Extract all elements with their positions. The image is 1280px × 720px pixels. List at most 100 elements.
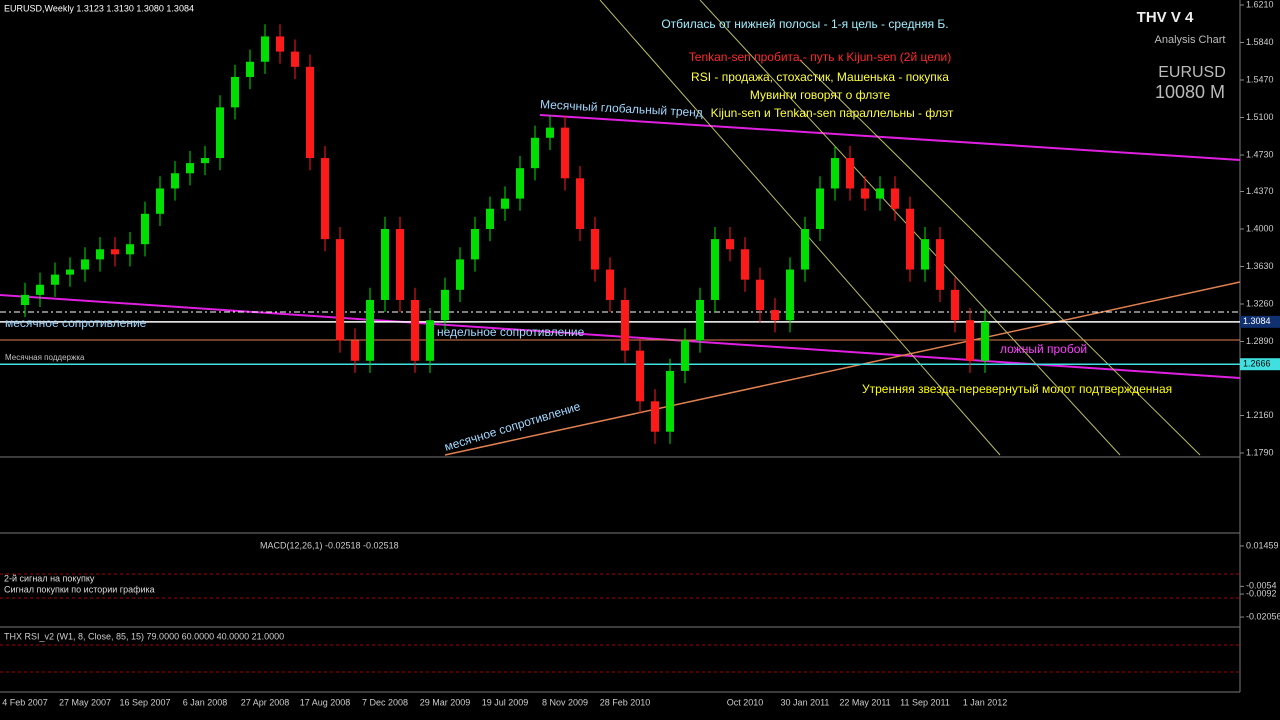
candle-body [831, 158, 839, 189]
candle-body [771, 310, 779, 321]
candle-body [621, 299, 629, 351]
candle-body [726, 239, 734, 250]
macd-tick-label: -0.0092 [1246, 588, 1277, 598]
y-tick-label: 1.1790 [1246, 447, 1274, 457]
y-tick-label: 1.5840 [1246, 37, 1274, 47]
annotation: Отбилась от нижней полосы - 1-я цель - с… [661, 17, 948, 31]
annotation: Утренняя звезда-перевернутый молот подтв… [862, 382, 1172, 396]
annotation: месячное сопротивление [5, 316, 147, 330]
candle-body [696, 299, 704, 341]
candle-body [936, 239, 944, 290]
candle-body [816, 188, 824, 229]
candle-body [381, 229, 389, 300]
macd-note: 2-й сигнал на покупку [4, 573, 95, 583]
x-tick-label: 1 Jan 2012 [963, 697, 1008, 707]
period: 10080 M [1155, 82, 1225, 102]
candle-body [546, 127, 554, 138]
candle-body [861, 188, 869, 199]
candle-body [81, 259, 89, 270]
candle-body [276, 36, 284, 52]
candle-body [576, 178, 584, 229]
candle-body [906, 208, 914, 270]
y-tick-label: 1.5470 [1246, 74, 1274, 84]
macd-note: Сигнал покупки по истории графика [4, 584, 155, 594]
candle-body [456, 259, 464, 290]
candle-body [261, 36, 269, 62]
candle-body [651, 401, 659, 432]
x-tick-label: 30 Jan 2011 [781, 697, 830, 707]
candle-body [96, 249, 104, 260]
y-tick-label: 1.5100 [1246, 112, 1274, 122]
x-tick-label: 28 Feb 2010 [600, 697, 651, 707]
candle-body [216, 107, 224, 159]
x-tick-label: 27 May 2007 [59, 697, 111, 707]
x-tick-label: 22 May 2011 [839, 697, 890, 707]
candle-body [681, 340, 689, 371]
indicator-name: THV V 4 [1137, 9, 1194, 26]
x-tick-label: 19 Jul 2009 [482, 697, 529, 707]
candle-body [291, 51, 299, 67]
candle-body [411, 299, 419, 361]
candle-body [561, 127, 569, 179]
candle-body [786, 269, 794, 321]
candle-body [111, 249, 119, 255]
y-tick-label: 1.3630 [1246, 261, 1274, 271]
candle-body [606, 269, 614, 300]
annotation: ложный пробой [1000, 342, 1087, 356]
candle-body [171, 173, 179, 189]
x-tick-label: 4 Feb 2007 [2, 697, 48, 707]
candle-body [441, 289, 449, 321]
macd-levels [0, 573, 1240, 673]
candle-body [351, 340, 359, 361]
candle-body [231, 76, 239, 108]
candle-body [366, 299, 374, 361]
x-tick-label: 6 Jan 2008 [183, 697, 228, 707]
x-tick-label: 16 Sep 2007 [119, 697, 170, 707]
x-tick-label: Oct 2010 [727, 697, 764, 707]
candle-body [981, 321, 989, 361]
y-tick-label: 1.2890 [1246, 336, 1274, 346]
y-tick-label: 1.4370 [1246, 186, 1274, 196]
candle-body [141, 213, 149, 245]
x-tick-label: 17 Aug 2008 [300, 697, 351, 707]
candle-body [51, 274, 59, 285]
candle-body [501, 198, 509, 209]
y-tick-label: 1.6210 [1246, 0, 1274, 9]
candle-body [846, 158, 854, 189]
macd-tick-label: 0.01459 [1246, 540, 1279, 550]
candle-body [201, 158, 209, 164]
annotation: RSI - продажа, стохастик, Машенька - пок… [691, 70, 949, 84]
price-label: 1.2666 [1243, 359, 1271, 369]
macd-label: MACD(12,26,1) -0.02518 -0.02518 [260, 540, 399, 550]
x-tick-label: 7 Dec 2008 [362, 697, 408, 707]
candle-body [951, 289, 959, 321]
candle-body [126, 244, 134, 255]
candle-body [321, 158, 329, 240]
candle-body [756, 279, 764, 311]
macd-tick-label: -0.0054 [1246, 581, 1277, 591]
candle-body [966, 320, 974, 361]
candle-body [306, 66, 314, 159]
candle-body [156, 188, 164, 214]
candle-body [486, 208, 494, 229]
y-tick-label: 1.4730 [1246, 149, 1274, 159]
candle-body [876, 188, 884, 199]
annotation: недельное сопротивление [437, 325, 585, 339]
candle-body [471, 229, 479, 260]
x-tick-label: 11 Sep 2011 [900, 697, 950, 707]
candle-body [246, 61, 254, 77]
macd-tick-label: -0.02056 [1246, 611, 1280, 621]
y-tick-label: 1.3260 [1246, 298, 1274, 308]
candle-body [396, 229, 404, 300]
pane-frames [0, 0, 1241, 693]
candle-body [516, 168, 524, 199]
price-label-box [1240, 315, 1280, 328]
candle-body [711, 239, 719, 300]
annotation: Месячная поддержка [5, 353, 85, 362]
y-tick-label: 1.4000 [1246, 223, 1274, 233]
candle-body [921, 239, 929, 270]
candle-body [666, 370, 674, 432]
x-tick-label: 27 Apr 2008 [241, 697, 290, 707]
candle-body [186, 163, 194, 174]
